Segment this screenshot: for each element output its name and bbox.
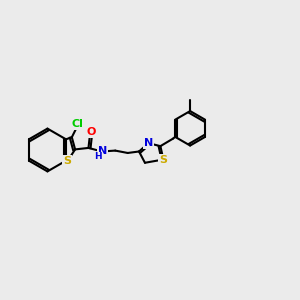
Text: O: O bbox=[87, 128, 96, 137]
Text: Cl: Cl bbox=[72, 119, 84, 129]
Text: N: N bbox=[144, 138, 153, 148]
Text: S: S bbox=[159, 154, 167, 164]
Text: S: S bbox=[63, 156, 71, 166]
Text: N: N bbox=[98, 146, 107, 156]
Text: H: H bbox=[94, 152, 102, 161]
